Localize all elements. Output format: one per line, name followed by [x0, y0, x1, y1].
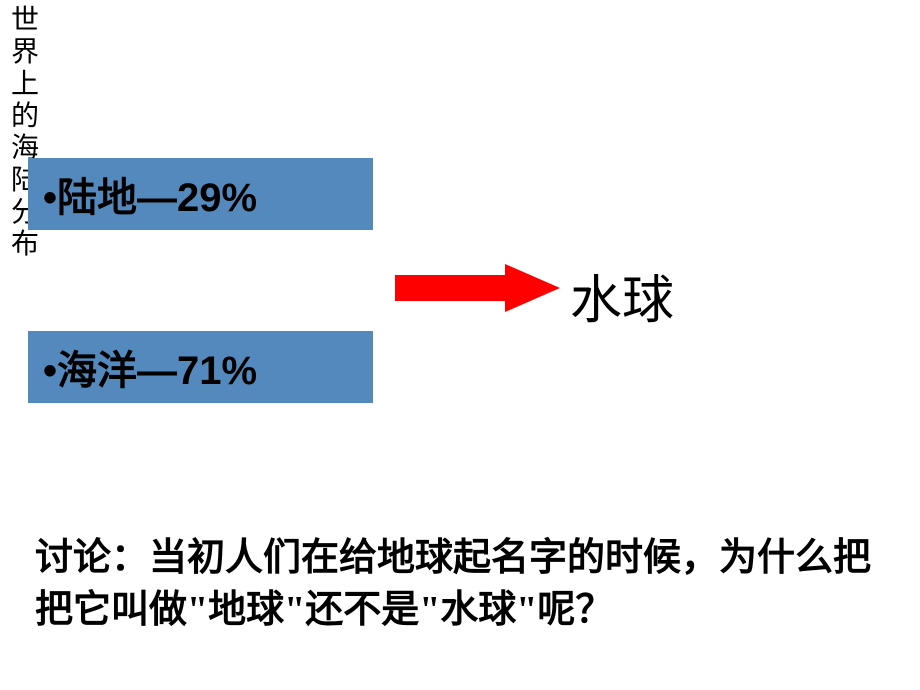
land-percentage-box: •陆地—29% — [28, 158, 373, 230]
ocean-text: •海洋—71% — [43, 338, 257, 396]
title-char: 界 — [10, 37, 40, 69]
ocean-percentage-box: •海洋—71% — [28, 331, 373, 403]
land-text: •陆地—29% — [43, 165, 257, 223]
title-char: 布 — [10, 229, 40, 261]
title-char: 的 — [10, 101, 40, 133]
arrow-icon — [395, 264, 560, 317]
discussion-text: 讨论：当初人们在给地球起名字的时候，为什么把把它叫做"地球"还不是"水球"呢？ — [35, 532, 885, 636]
conclusion-label: 水球 — [570, 258, 674, 333]
title-char: 世 — [10, 5, 40, 37]
title-char: 上 — [10, 69, 40, 101]
